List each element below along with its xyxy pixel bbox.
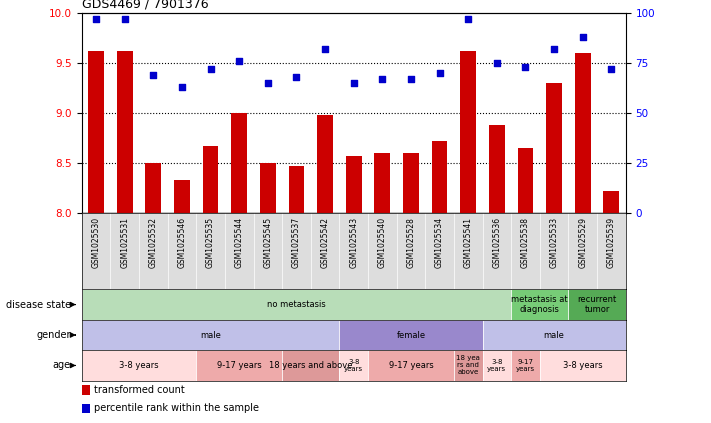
Text: GSM1025532: GSM1025532 [149, 217, 158, 268]
Point [119, 15, 130, 22]
Text: 3-8 years: 3-8 years [563, 361, 602, 370]
Text: 9-17
years: 9-17 years [516, 359, 535, 372]
Text: GSM1025528: GSM1025528 [407, 217, 415, 268]
Text: disease state: disease state [6, 299, 70, 310]
Point [148, 71, 159, 78]
Text: GSM1025542: GSM1025542 [321, 217, 330, 268]
Bar [460, 51, 476, 213]
Bar [568, 289, 626, 320]
Text: GSM1025539: GSM1025539 [607, 217, 616, 268]
Bar [518, 148, 533, 213]
Point [291, 74, 302, 80]
Bar [317, 115, 333, 213]
Point [520, 63, 531, 70]
Point [491, 59, 503, 66]
Text: GSM1025543: GSM1025543 [349, 217, 358, 268]
Bar [368, 350, 454, 381]
Bar [483, 350, 511, 381]
Text: GSM1025535: GSM1025535 [206, 217, 215, 268]
Bar [346, 156, 362, 213]
Bar [289, 166, 304, 213]
Bar [483, 320, 626, 350]
Text: GSM1025544: GSM1025544 [235, 217, 244, 268]
Text: metastasis at
diagnosis: metastasis at diagnosis [511, 295, 568, 314]
Bar [174, 180, 190, 213]
Text: recurrent
tumor: recurrent tumor [577, 295, 616, 314]
Text: male: male [544, 330, 565, 340]
Bar [82, 350, 196, 381]
Point [262, 80, 274, 86]
Point [606, 66, 617, 72]
Text: GDS4469 / 7901376: GDS4469 / 7901376 [82, 0, 208, 10]
Text: GSM1025538: GSM1025538 [521, 217, 530, 268]
Bar [117, 51, 132, 213]
Bar [540, 350, 626, 381]
Text: GSM1025545: GSM1025545 [263, 217, 272, 268]
Text: GSM1025536: GSM1025536 [492, 217, 501, 268]
Point [90, 15, 102, 22]
Bar [282, 350, 339, 381]
Text: 9-17 years: 9-17 years [217, 361, 262, 370]
Text: female: female [397, 330, 426, 340]
Bar [339, 320, 483, 350]
Bar [231, 113, 247, 213]
Text: GSM1025541: GSM1025541 [464, 217, 473, 268]
Text: 3-8
years: 3-8 years [487, 359, 506, 372]
Text: GSM1025546: GSM1025546 [178, 217, 186, 268]
Point [233, 58, 245, 64]
Bar [546, 83, 562, 213]
Text: GSM1025531: GSM1025531 [120, 217, 129, 268]
Text: GSM1025533: GSM1025533 [550, 217, 559, 268]
Text: age: age [53, 360, 70, 371]
Bar [511, 289, 568, 320]
Point [577, 33, 589, 40]
Point [176, 83, 188, 90]
Point [463, 15, 474, 22]
Point [377, 75, 388, 82]
Bar [203, 146, 218, 213]
Point [405, 75, 417, 82]
Bar [260, 163, 276, 213]
Text: male: male [201, 330, 221, 340]
Text: GSM1025529: GSM1025529 [578, 217, 587, 268]
Text: gender: gender [36, 330, 70, 340]
Text: GSM1025534: GSM1025534 [435, 217, 444, 268]
Point [205, 66, 216, 72]
Text: 18 yea
rs and
above: 18 yea rs and above [456, 355, 480, 376]
Bar [511, 350, 540, 381]
Text: no metastasis: no metastasis [267, 300, 326, 309]
Point [548, 45, 560, 52]
Bar [196, 350, 282, 381]
Bar [575, 53, 591, 213]
Bar [82, 385, 90, 395]
Text: GSM1025537: GSM1025537 [292, 217, 301, 268]
Bar [88, 51, 104, 213]
Bar [604, 191, 619, 213]
Point [348, 80, 359, 86]
Bar [146, 163, 161, 213]
Text: percentile rank within the sample: percentile rank within the sample [94, 404, 259, 414]
Text: GSM1025540: GSM1025540 [378, 217, 387, 268]
Text: 3-8
years: 3-8 years [344, 359, 363, 372]
Text: 9-17 years: 9-17 years [389, 361, 433, 370]
Bar [489, 125, 505, 213]
Point [434, 69, 445, 76]
Bar [375, 153, 390, 213]
Text: transformed count: transformed count [94, 385, 184, 395]
Bar [432, 141, 447, 213]
Bar [82, 404, 90, 413]
Bar [82, 289, 511, 320]
Text: GSM1025530: GSM1025530 [92, 217, 100, 268]
Text: 18 years and above: 18 years and above [269, 361, 353, 370]
Bar [339, 350, 368, 381]
Text: 3-8 years: 3-8 years [119, 361, 159, 370]
Bar [82, 320, 339, 350]
Bar [454, 350, 483, 381]
Point [319, 45, 331, 52]
Bar [403, 153, 419, 213]
